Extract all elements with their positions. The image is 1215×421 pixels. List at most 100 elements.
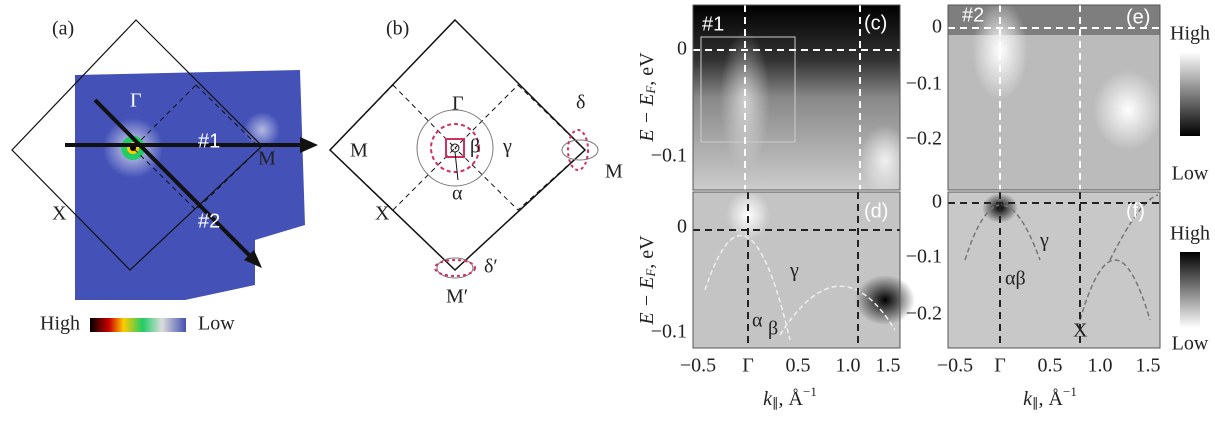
x-label: k∥, Å−1 [1023, 384, 1077, 410]
fermi-surface [561, 139, 599, 161]
panel-label: (a) [52, 18, 74, 40]
panel-a: (a) Γ #1 M X #2 High Low [11, 18, 318, 335]
colorbar-low: Low [198, 313, 235, 335]
colorbar-low: Low [1172, 333, 1209, 355]
y-tick-label: −0.1 [906, 246, 942, 268]
y-tick-label: −0.1 [651, 321, 687, 343]
x-tick-label: Γ [994, 355, 1006, 377]
x-tick-label: −0.5 [680, 355, 716, 377]
label: β [470, 136, 480, 158]
y-tick-label: −0.1 [906, 73, 942, 95]
arpes-image [948, 192, 1160, 348]
label: Γ [130, 90, 142, 112]
x-tick-label: 0.5 [786, 355, 811, 377]
label: γ [502, 136, 512, 158]
y-tick-label: −0.1 [651, 145, 687, 167]
pointer [454, 151, 459, 181]
label: M [605, 161, 623, 183]
spot [972, 0, 1028, 100]
label: M [350, 140, 368, 162]
spot [860, 125, 910, 195]
spot [244, 112, 280, 148]
band-fit [704, 234, 896, 341]
arrow-head [300, 137, 318, 153]
x-tick-label: 1.5 [1136, 355, 1161, 377]
zone-dash [132, 84, 261, 211]
label: α [752, 310, 763, 332]
panel-label: (b) [386, 18, 409, 40]
spot [726, 190, 770, 240]
label: γ [789, 260, 799, 282]
y-tick-label: 0 [677, 216, 687, 238]
panel-b: (b) Γ β γ α M δ M X δ′ M′ [328, 18, 623, 308]
x-tick-label: −0.5 [937, 355, 973, 377]
panel-label: (d) [864, 200, 888, 222]
panel-e: #2 (e) 0 −0.1 −0.2 High Low [906, 0, 1210, 191]
colorbar [1180, 252, 1200, 328]
panel-label: (e) [1126, 6, 1150, 28]
x-tick-label: 0.5 [1038, 355, 1063, 377]
brillouin-zone [11, 19, 263, 271]
inset-box [700, 36, 796, 143]
cut-label: #2 [962, 4, 984, 26]
label: #2 [198, 210, 220, 232]
frame [947, 191, 1161, 349]
fermi-map [75, 70, 305, 300]
frame [947, 4, 1161, 191]
y-tick-label: 0 [932, 191, 942, 213]
label: #1 [198, 130, 220, 152]
fermi-surface [567, 129, 589, 171]
label: X [1073, 320, 1088, 342]
colorbar [90, 318, 186, 332]
label: X [375, 203, 390, 225]
colorbar-low: Low [1172, 163, 1209, 185]
zone-dash [454, 84, 586, 211]
label: αβ [1005, 268, 1026, 290]
y-tick-label: −0.2 [906, 128, 942, 150]
colorbar [1180, 52, 1200, 136]
label: M′ [446, 286, 468, 308]
panel-c: #1 (c) 0 −0.1 [651, 4, 910, 195]
x-tick-label: Γ [742, 355, 754, 377]
label: M [258, 148, 276, 170]
label: δ [576, 92, 585, 114]
x-label: k∥, Å−1 [763, 384, 817, 410]
cut-arrow [93, 98, 254, 260]
fermi-surface [434, 259, 476, 277]
label: γ [1039, 230, 1049, 252]
fermi-surface [445, 138, 465, 158]
frame [692, 4, 901, 191]
frame [692, 191, 901, 349]
arrow-head [244, 250, 262, 268]
cut-label: #1 [702, 13, 724, 35]
axis-labels: E − EF, eV E − EF, eV k∥, Å−1 k∥, Å−1 [636, 52, 1077, 410]
panel-label: (c) [864, 12, 887, 34]
label: Γ [452, 93, 464, 115]
colorbar-high: High [1170, 23, 1210, 45]
y-tick-label: 0 [677, 38, 687, 60]
y-label: E − EF, eV [636, 52, 658, 143]
x-tick-label: 1.5 [876, 355, 901, 377]
label: δ′ [484, 256, 498, 278]
panel-d: (d) α β γ 0 −0.1 −0.5 Γ 0.5 1.0 1.5 [651, 190, 915, 377]
band-fit [964, 194, 1159, 321]
x-tick-label: 1.0 [836, 355, 861, 377]
y-tick-label: 0 [932, 16, 942, 38]
panel-label: (f) [1126, 200, 1145, 222]
fermi-surface [416, 109, 494, 187]
label: α [452, 183, 463, 205]
x-tick-label: 1.0 [1088, 355, 1113, 377]
panel-f: (f) αβ γ X 0 −0.1 −0.2 −0.5 Γ 0.5 1.0 1.… [906, 191, 1210, 377]
y-tick-label: −0.2 [906, 303, 942, 325]
colorbar-high: High [1170, 223, 1210, 245]
spot [1093, 70, 1163, 150]
fermi-surface [436, 257, 474, 279]
label: X [52, 203, 67, 225]
brillouin-zone [328, 18, 587, 272]
y-label: E − EF, eV [636, 235, 658, 326]
spot [720, 30, 770, 170]
zone-dash [329, 84, 456, 211]
label: β [768, 318, 778, 340]
fermi-surface [430, 123, 480, 173]
